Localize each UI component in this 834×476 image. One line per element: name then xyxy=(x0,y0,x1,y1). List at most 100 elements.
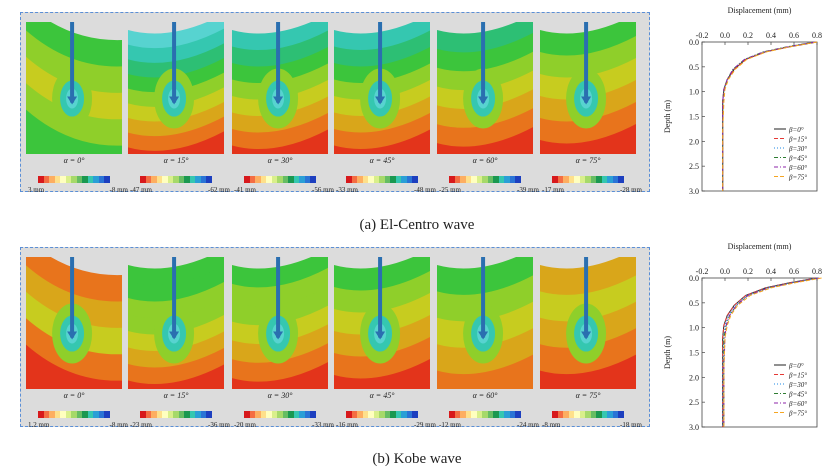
y-tick-label: 0.0 xyxy=(689,38,699,47)
legend-label: β=30° xyxy=(788,381,807,389)
contour-band xyxy=(334,359,430,389)
contour-plot-kobe-alpha-1 xyxy=(128,257,224,389)
scale-max-label: -8 mm xyxy=(109,421,128,429)
y-tick-label: 3.0 xyxy=(689,187,699,196)
pile-tip-arrow xyxy=(478,331,489,340)
contour-band xyxy=(232,129,328,154)
alpha-label: α = 15° xyxy=(163,156,189,165)
legend-label: β=15° xyxy=(788,372,807,380)
alpha-label: α = 75° xyxy=(575,391,601,400)
el-centro-contour-panel: α = 0° 3 mm -8 mm α = 15° -47 mm -62 mm α = 30… xyxy=(20,12,650,194)
x-tick-label: 0.6 xyxy=(789,31,799,40)
color-scale: -33 mm -48 mm xyxy=(336,176,436,202)
scale-min-label: -8 mm xyxy=(542,421,561,429)
scale-max-label: -18 mm xyxy=(620,421,642,429)
y-tick-label: 1.5 xyxy=(689,349,699,358)
contour-band xyxy=(437,354,533,389)
legend-label: β=60° xyxy=(788,400,807,408)
color-scale-bar xyxy=(140,411,212,418)
x-tick-label: -0.2 xyxy=(696,267,709,276)
alpha-label: α = 30° xyxy=(267,156,293,165)
x-tick-label: 0.0 xyxy=(720,31,730,40)
scale-max-label: -48 mm xyxy=(414,186,436,194)
y-tick-label: 1.0 xyxy=(689,88,699,97)
x-tick-label: 0.8 xyxy=(812,31,822,40)
pile-tip-arrow xyxy=(67,96,78,105)
color-scale-bar xyxy=(244,176,316,183)
scale-min-label: -17 mm xyxy=(542,186,564,194)
scale-min-label: -20 mm xyxy=(234,421,256,429)
x-axis-label: Displacement (mm) xyxy=(728,242,792,251)
contour-plot-kobe-alpha-3 xyxy=(334,257,430,389)
pile-shaft xyxy=(70,257,75,338)
scale-min-label: 1.2 mm xyxy=(28,421,50,429)
x-axis-label: Displacement (mm) xyxy=(728,6,792,15)
scale-max-label: -8 mm xyxy=(109,186,128,194)
contour-plot-el-centro-alpha-0 xyxy=(26,22,122,154)
color-scale-bar xyxy=(449,176,521,183)
contour-band xyxy=(128,364,224,389)
legend-label: β=0° xyxy=(788,362,804,370)
pile-tip-arrow xyxy=(273,96,284,105)
color-scale-bar xyxy=(346,176,418,183)
pile-tip-arrow xyxy=(67,331,78,340)
scale-min-label: -41 mm xyxy=(234,186,256,194)
pile-shaft xyxy=(481,22,486,103)
scale-min-label: 3 mm xyxy=(28,186,45,194)
contour-band xyxy=(540,124,636,154)
contour-plot-el-centro-alpha-3 xyxy=(334,22,430,154)
x-tick-label: 0.8 xyxy=(812,267,822,276)
legend-label: β=60° xyxy=(788,164,807,172)
x-tick-label: 0.6 xyxy=(789,267,799,276)
contour-band xyxy=(437,127,533,154)
alpha-label: α = 0° xyxy=(63,156,85,165)
y-tick-label: 3.0 xyxy=(689,423,699,432)
scale-max-label: -39 mm xyxy=(517,186,539,194)
color-scale-bar xyxy=(38,176,110,183)
alpha-label: α = 45° xyxy=(369,156,395,165)
scale-min-label: -12 mm xyxy=(439,421,461,429)
pile-tip-arrow xyxy=(581,96,592,105)
color-scale: -23 mm -36 mm xyxy=(130,411,230,437)
contour-plot-kobe-alpha-0 xyxy=(26,257,122,389)
y-tick-label: 2.0 xyxy=(689,137,699,146)
y-tick-label: 0.5 xyxy=(689,299,699,308)
color-scale: -47 mm -62 mm xyxy=(130,176,230,202)
scale-max-label: -56 mm xyxy=(312,186,334,194)
alpha-label: α = 60° xyxy=(472,391,498,400)
pile-tip-arrow xyxy=(375,96,386,105)
caption-kobe: (b) Kobe wave xyxy=(372,451,462,467)
color-scale: -41 mm -56 mm xyxy=(234,176,334,202)
color-scale: -20 mm -33 mm xyxy=(234,411,334,437)
contour-band xyxy=(128,131,224,154)
color-scale-bar xyxy=(244,411,316,418)
scale-min-label: -47 mm xyxy=(130,186,152,194)
pile-shaft xyxy=(172,22,177,103)
pile-tip-arrow xyxy=(273,331,284,340)
legend-label: β=15° xyxy=(788,136,807,144)
y-tick-label: 0.0 xyxy=(689,274,699,283)
pile-tip-arrow xyxy=(169,331,180,340)
legend-label: β=75° xyxy=(788,174,807,182)
contour-plot-el-centro-alpha-4 xyxy=(437,22,533,154)
scale-min-label: -23 mm xyxy=(130,421,152,429)
contour-plot-kobe-alpha-2 xyxy=(232,257,328,389)
x-tick-label: 0.4 xyxy=(766,31,776,40)
pile-shaft xyxy=(378,257,383,338)
pile-tip-arrow xyxy=(478,96,489,105)
series-line-2 xyxy=(722,277,818,427)
x-tick-label: -0.2 xyxy=(696,31,709,40)
pile-shaft xyxy=(481,257,486,338)
y-tick-label: 1.0 xyxy=(689,324,699,333)
scale-max-label: -29 mm xyxy=(414,421,436,429)
contour-plot-el-centro-alpha-1 xyxy=(128,22,224,154)
color-scale: -17 mm -28 mm xyxy=(542,176,642,202)
series-line-5 xyxy=(723,277,822,427)
x-tick-label: 0.2 xyxy=(743,31,753,40)
color-scale-bar xyxy=(552,176,624,183)
y-tick-label: 1.5 xyxy=(689,113,699,122)
y-tick-label: 2.5 xyxy=(689,398,699,407)
x-tick-label: 0.0 xyxy=(720,267,730,276)
pile-tip-arrow xyxy=(375,331,386,340)
color-scale: 1.2 mm -8 mm xyxy=(28,411,128,437)
